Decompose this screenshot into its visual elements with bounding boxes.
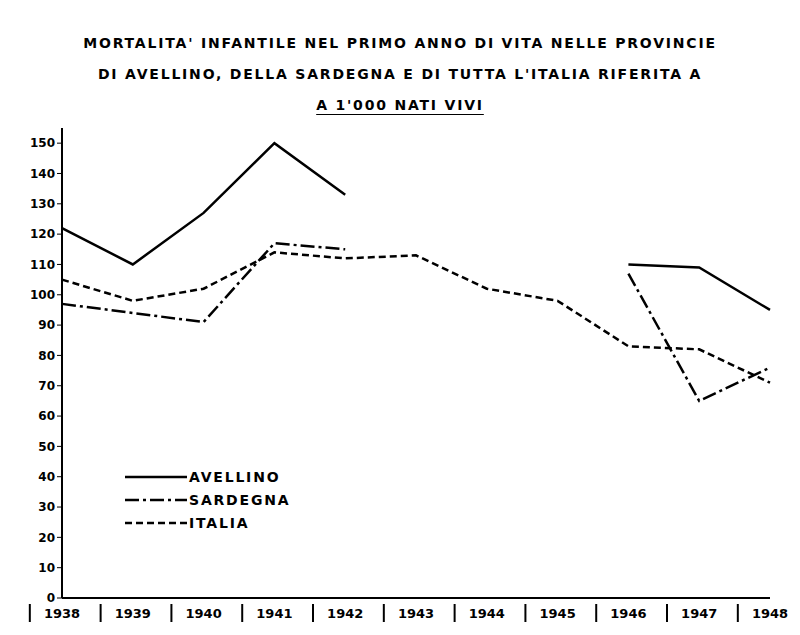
svg-text:1939: 1939 [115,606,151,621]
svg-text:120: 120 [30,227,55,241]
svg-text:40: 40 [38,470,55,484]
svg-text:70: 70 [38,379,55,393]
html-text:SARDEGNA: SARDEGNA [189,491,291,508]
html-text:AVELLINO: AVELLINO [189,468,281,485]
svg-text:30: 30 [38,500,55,514]
svg-text:1948: 1948 [752,606,788,621]
svg-text:20: 20 [38,531,55,545]
svg-text:1943: 1943 [398,606,434,621]
svg-text:90: 90 [38,318,55,332]
svg-text:110: 110 [30,258,55,272]
svg-text:1941: 1941 [256,606,292,621]
svg-text:1938: 1938 [44,606,80,621]
html-text:DI AVELLINO, DELLA SARDEGNA E: DI AVELLINO, DELLA SARDEGNA E DI TUTTA L… [97,66,703,82]
svg-text:1945: 1945 [540,606,576,621]
html-text:A 1'000 NATI VIVI: A 1'000 NATI VIVI [316,97,484,113]
svg-text:100: 100 [30,288,55,302]
svg-text:60: 60 [38,409,55,423]
svg-text:1944: 1944 [469,606,505,621]
svg-text:1942: 1942 [327,606,363,621]
svg-text:1947: 1947 [681,606,717,621]
svg-text:80: 80 [38,349,55,363]
svg-text:1946: 1946 [610,606,646,621]
svg-text:50: 50 [38,440,55,454]
svg-text:140: 140 [30,167,55,181]
svg-text:10: 10 [38,561,55,575]
html-text:ITALIA: ITALIA [189,514,250,531]
svg-text:0: 0 [47,591,55,605]
html-text:MORTALITA' INFANTILE NEL PRIMO: MORTALITA' INFANTILE NEL PRIMO ANNO DI V… [83,35,717,51]
svg-text:1940: 1940 [186,606,222,621]
svg-text:150: 150 [30,136,55,150]
svg-text:130: 130 [30,197,55,211]
